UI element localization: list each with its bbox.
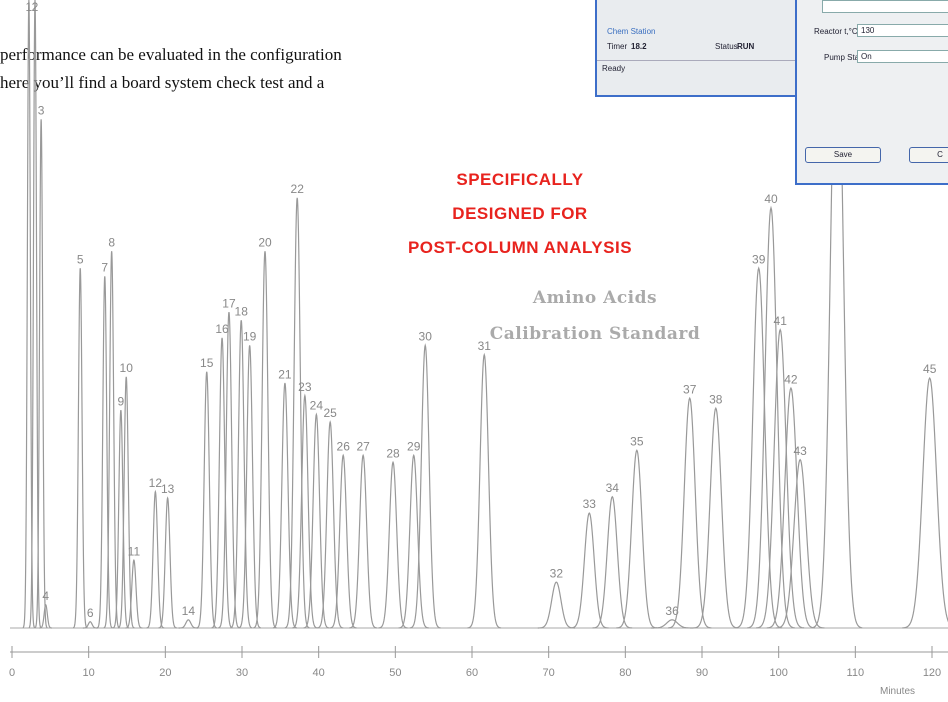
x-axis-label: Minutes bbox=[880, 686, 915, 697]
peak-label: 34 bbox=[606, 481, 620, 495]
x-tick-label: 0 bbox=[9, 667, 15, 679]
headline: POST-COLUMN ANALYSIS bbox=[355, 238, 685, 258]
peak-label: 4 bbox=[42, 589, 49, 603]
page: {"text": {"lines": ["performance can be … bbox=[0, 0, 948, 702]
chart-subtitle: Calibration Standard bbox=[470, 324, 720, 344]
app-name: Chem Station bbox=[607, 27, 655, 36]
dialog: Reactor t,°C 130 Pump State On Save C bbox=[795, 0, 948, 185]
x-tick-label: 70 bbox=[543, 667, 555, 679]
cancel-button[interactable]: C bbox=[909, 147, 948, 163]
peak-label: 6 bbox=[87, 606, 94, 620]
peak-label: 29 bbox=[407, 439, 421, 453]
x-tick-label: 20 bbox=[159, 667, 171, 679]
peak bbox=[146, 492, 164, 628]
peak bbox=[399, 455, 429, 628]
divider bbox=[597, 60, 812, 61]
peak-label: 30 bbox=[419, 330, 433, 344]
peak bbox=[767, 388, 815, 628]
headline: SPECIFICALLY bbox=[355, 170, 685, 190]
peak-label: 18 bbox=[235, 304, 249, 318]
peak-label: 27 bbox=[356, 439, 370, 453]
x-tick-label: 30 bbox=[236, 667, 248, 679]
peak-label: 40 bbox=[764, 192, 778, 206]
peak bbox=[197, 372, 217, 628]
peak bbox=[616, 450, 657, 628]
main-window: Chem Station Timer 18.2 Status RUN Ready bbox=[595, 0, 814, 97]
x-tick-label: 40 bbox=[313, 667, 325, 679]
peak-label: 41 bbox=[774, 314, 788, 328]
peak-label: 25 bbox=[323, 406, 337, 420]
peak bbox=[212, 338, 233, 628]
peak-label: 11 bbox=[128, 544, 141, 558]
peak bbox=[902, 378, 948, 628]
x-tick-label: 90 bbox=[696, 667, 708, 679]
peak bbox=[158, 498, 177, 628]
x-tick-label: 60 bbox=[466, 667, 478, 679]
peak-label: 16 bbox=[215, 322, 229, 336]
field[interactable]: 130 bbox=[857, 24, 948, 37]
peak-label: 39 bbox=[752, 252, 766, 266]
peak-label: 10 bbox=[120, 361, 134, 375]
peak bbox=[467, 355, 501, 628]
peak-label: 19 bbox=[243, 330, 257, 344]
peak-label: 24 bbox=[310, 399, 324, 413]
peak-label: 8 bbox=[108, 235, 115, 249]
peak-label: 28 bbox=[386, 446, 400, 460]
peak-label: 26 bbox=[337, 439, 351, 453]
peak-label: 22 bbox=[291, 182, 305, 196]
peak-label: 33 bbox=[583, 497, 597, 511]
field[interactable]: On bbox=[857, 50, 948, 63]
field bbox=[822, 0, 948, 13]
peak-label: 21 bbox=[278, 367, 292, 381]
peak-label: 23 bbox=[298, 380, 312, 394]
x-tick-label: 120 bbox=[923, 667, 941, 679]
peak-label: 7 bbox=[101, 260, 108, 274]
peak-label: 13 bbox=[161, 482, 175, 496]
peak-label: 43 bbox=[793, 444, 807, 458]
save-button[interactable]: Save bbox=[805, 147, 881, 163]
value: RUN bbox=[737, 42, 754, 51]
x-tick-label: 80 bbox=[619, 667, 631, 679]
peak-label: 35 bbox=[630, 434, 644, 448]
peak-label: 37 bbox=[683, 382, 697, 396]
peak bbox=[410, 345, 441, 628]
peak bbox=[238, 345, 260, 628]
peak-label: 5 bbox=[77, 252, 84, 266]
x-tick-label: 110 bbox=[847, 667, 865, 679]
peak bbox=[538, 582, 575, 628]
peak bbox=[253, 251, 276, 628]
peak-label: 15 bbox=[200, 356, 214, 370]
peak-label: 3 bbox=[38, 103, 45, 117]
peak bbox=[378, 462, 407, 628]
peak-label: 45 bbox=[923, 362, 937, 376]
peak-label: 20 bbox=[258, 235, 272, 249]
chart-title: Amino Acids bbox=[470, 288, 720, 308]
value: 18.2 bbox=[631, 42, 647, 51]
peak-label: 2 bbox=[32, 0, 39, 14]
label: Timer bbox=[607, 42, 627, 51]
peak-label: 14 bbox=[182, 604, 196, 618]
x-tick-label: 100 bbox=[769, 667, 787, 679]
peak-label: 32 bbox=[550, 566, 564, 580]
status-bar: Ready bbox=[602, 64, 625, 73]
peak-label: 42 bbox=[784, 372, 798, 386]
peak-label: 9 bbox=[118, 394, 125, 408]
peak bbox=[349, 455, 377, 628]
x-tick-label: 50 bbox=[389, 667, 401, 679]
label: Reactor t,°C bbox=[814, 27, 858, 36]
x-tick-label: 10 bbox=[83, 667, 95, 679]
peak-label: 38 bbox=[709, 392, 723, 406]
peak bbox=[292, 396, 317, 628]
headline: DESIGNED FOR bbox=[355, 204, 685, 224]
peak bbox=[125, 560, 142, 628]
peak bbox=[73, 268, 87, 628]
label: Status bbox=[715, 42, 738, 51]
peak bbox=[179, 620, 199, 628]
peak bbox=[330, 455, 357, 628]
